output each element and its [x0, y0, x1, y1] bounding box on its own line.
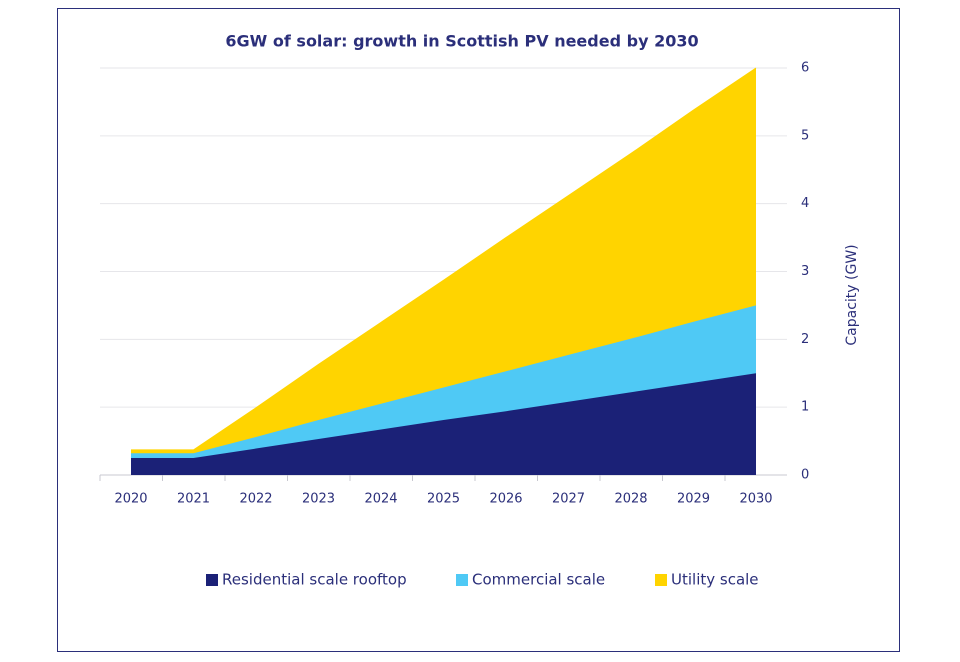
y-tick-label: 2: [801, 332, 809, 347]
area-fill: [131, 68, 756, 454]
area-fill: [131, 373, 756, 475]
x-tick-label: 2026: [489, 492, 522, 507]
y-tick-label: 6: [801, 61, 809, 76]
x-tick-label: 2030: [739, 492, 772, 507]
y-axis-label: Capacity (GW): [844, 244, 860, 345]
y-tick-label: 3: [801, 264, 809, 279]
area-edge: [131, 67, 757, 451]
y-tick-label: 4: [801, 196, 809, 211]
legend-swatch: [206, 574, 218, 586]
x-tick-label: 2029: [677, 492, 710, 507]
legend-swatch: [655, 574, 667, 586]
x-tick-label: 2022: [239, 492, 272, 507]
x-tick-label: 2020: [114, 492, 147, 507]
x-tick-label: 2025: [427, 492, 460, 507]
legend-label: Utility scale: [671, 571, 759, 589]
x-tick-label: 2028: [614, 492, 647, 507]
legend-swatch: [456, 574, 468, 586]
y-tick-label: 5: [801, 128, 809, 143]
chart-title: 6GW of solar: growth in Scottish PV need…: [225, 32, 698, 51]
y-tick-label: 0: [801, 468, 809, 483]
area-fill: [131, 305, 756, 459]
legend-label: Residential scale rooftop: [222, 571, 407, 589]
x-tick-label: 2027: [552, 492, 585, 507]
y-tick-label: 1: [801, 400, 809, 415]
x-tick-label: 2024: [364, 492, 397, 507]
x-tick-label: 2023: [302, 492, 335, 507]
x-tick-label: 2021: [177, 492, 210, 507]
legend-label: Commercial scale: [472, 571, 605, 589]
